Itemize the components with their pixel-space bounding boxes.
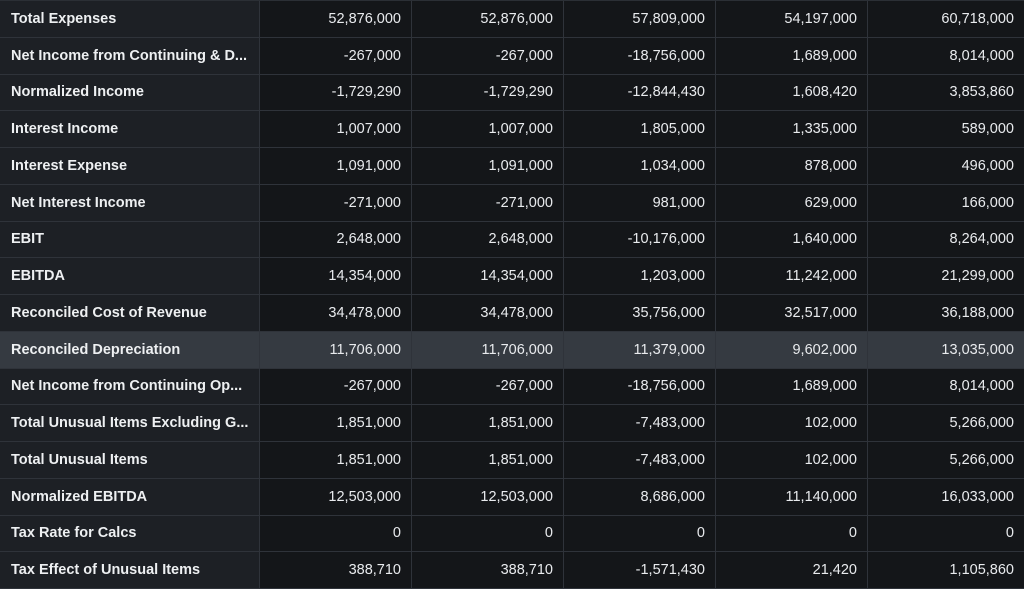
value-cell: 8,014,000 <box>868 37 1024 75</box>
value-cell: 57,809,000 <box>564 1 716 38</box>
value-cell: 21,299,000 <box>868 258 1024 295</box>
value-cell: 1,203,000 <box>564 258 716 295</box>
value-cell: -267,000 <box>260 37 412 75</box>
value-cell: 1,007,000 <box>260 111 412 148</box>
row-label: Normalized Income <box>0 74 260 112</box>
value-cell: 21,420 <box>716 552 868 589</box>
value-cell: 589,000 <box>868 111 1024 148</box>
row-label: EBITDA <box>0 258 260 295</box>
value-cell: 981,000 <box>564 184 716 222</box>
value-cell: 1,851,000 <box>412 405 564 442</box>
value-cell: 35,756,000 <box>564 295 716 332</box>
value-cell: 14,354,000 <box>260 258 412 295</box>
value-cell: 3,853,860 <box>868 74 1024 112</box>
value-cell: 11,379,000 <box>564 331 716 369</box>
value-cell: -7,483,000 <box>564 405 716 442</box>
value-cell: -1,571,430 <box>564 552 716 589</box>
value-cell: 878,000 <box>716 148 868 185</box>
value-cell: 36,188,000 <box>868 295 1024 332</box>
value-cell: 1,091,000 <box>412 148 564 185</box>
value-cell: 0 <box>868 515 1024 553</box>
value-cell: 1,851,000 <box>412 442 564 479</box>
value-cell: 388,710 <box>260 552 412 589</box>
row-label: Reconciled Depreciation <box>0 331 260 369</box>
row-label: Total Unusual Items <box>0 442 260 479</box>
value-cell: 2,648,000 <box>412 221 564 259</box>
value-cell: 0 <box>564 515 716 553</box>
value-cell: 1,805,000 <box>564 111 716 148</box>
value-cell: 8,014,000 <box>868 368 1024 406</box>
value-cell: -1,729,290 <box>260 74 412 112</box>
value-cell: 102,000 <box>716 442 868 479</box>
row-label: Interest Expense <box>0 148 260 185</box>
row-label: Tax Effect of Unusual Items <box>0 552 260 589</box>
value-cell: 11,140,000 <box>716 478 868 516</box>
value-cell: 12,503,000 <box>260 478 412 516</box>
value-cell: -18,756,000 <box>564 368 716 406</box>
value-cell: 388,710 <box>412 552 564 589</box>
value-cell: -267,000 <box>412 368 564 406</box>
value-cell: 1,105,860 <box>868 552 1024 589</box>
value-cell: 0 <box>716 515 868 553</box>
row-label: Tax Rate for Calcs <box>0 515 260 553</box>
value-cell: 0 <box>260 515 412 553</box>
value-cell: 8,686,000 <box>564 478 716 516</box>
value-cell: -18,756,000 <box>564 37 716 75</box>
value-cell: 496,000 <box>868 148 1024 185</box>
value-cell: 1,689,000 <box>716 37 868 75</box>
value-cell: 34,478,000 <box>260 295 412 332</box>
value-cell: 60,718,000 <box>868 1 1024 38</box>
value-cell: 2,648,000 <box>260 221 412 259</box>
row-label: Net Interest Income <box>0 184 260 222</box>
value-cell: 629,000 <box>716 184 868 222</box>
value-cell: 52,876,000 <box>260 1 412 38</box>
row-label: Interest Income <box>0 111 260 148</box>
value-cell: 166,000 <box>868 184 1024 222</box>
row-label: Net Income from Continuing Op... <box>0 368 260 406</box>
value-cell: 34,478,000 <box>412 295 564 332</box>
value-cell: 52,876,000 <box>412 1 564 38</box>
value-cell: 5,266,000 <box>868 442 1024 479</box>
value-cell: 11,706,000 <box>412 331 564 369</box>
row-label: Reconciled Cost of Revenue <box>0 295 260 332</box>
value-cell: 1,007,000 <box>412 111 564 148</box>
value-cell: 5,266,000 <box>868 405 1024 442</box>
value-cell: 1,851,000 <box>260 442 412 479</box>
value-cell: -10,176,000 <box>564 221 716 259</box>
value-cell: -267,000 <box>412 37 564 75</box>
value-cell: 8,264,000 <box>868 221 1024 259</box>
value-cell: -1,729,290 <box>412 74 564 112</box>
value-cell: 12,503,000 <box>412 478 564 516</box>
value-cell: 14,354,000 <box>412 258 564 295</box>
value-cell: 16,033,000 <box>868 478 1024 516</box>
value-cell: 1,640,000 <box>716 221 868 259</box>
value-cell: -267,000 <box>260 368 412 406</box>
value-cell: 102,000 <box>716 405 868 442</box>
value-cell: 9,602,000 <box>716 331 868 369</box>
value-cell: 13,035,000 <box>868 331 1024 369</box>
value-cell: 1,689,000 <box>716 368 868 406</box>
value-cell: 1,335,000 <box>716 111 868 148</box>
row-label: Net Income from Continuing & D... <box>0 37 260 75</box>
value-cell: 11,242,000 <box>716 258 868 295</box>
value-cell: -271,000 <box>260 184 412 222</box>
row-label: Normalized EBITDA <box>0 478 260 516</box>
value-cell: 1,608,420 <box>716 74 868 112</box>
value-cell: 1,851,000 <box>260 405 412 442</box>
row-label: Total Expenses <box>0 1 260 38</box>
value-cell: 32,517,000 <box>716 295 868 332</box>
value-cell: 54,197,000 <box>716 1 868 38</box>
row-label: EBIT <box>0 221 260 259</box>
value-cell: -12,844,430 <box>564 74 716 112</box>
value-cell: 1,091,000 <box>260 148 412 185</box>
value-cell: -271,000 <box>412 184 564 222</box>
value-cell: 11,706,000 <box>260 331 412 369</box>
row-label: Total Unusual Items Excluding G... <box>0 405 260 442</box>
value-cell: -7,483,000 <box>564 442 716 479</box>
value-cell: 1,034,000 <box>564 148 716 185</box>
value-cell: 0 <box>412 515 564 553</box>
